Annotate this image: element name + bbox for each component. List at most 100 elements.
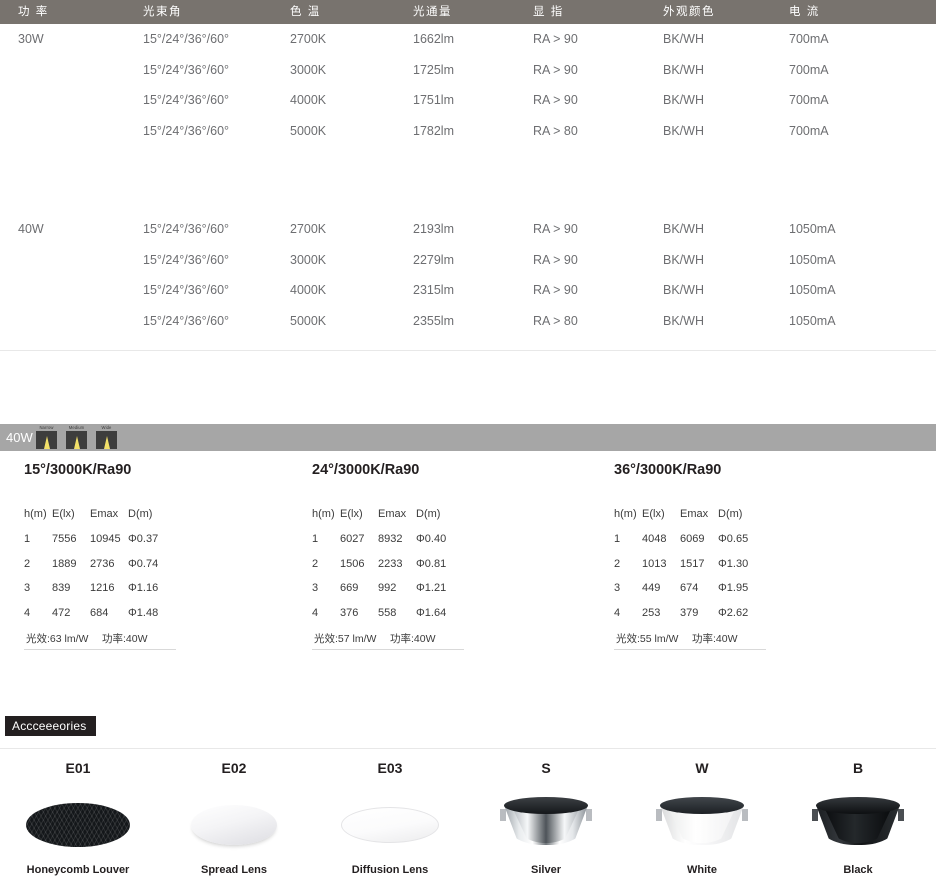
col-d: D(m) bbox=[128, 508, 153, 520]
val-emax: 1517 bbox=[680, 557, 705, 570]
accessory-name: White bbox=[687, 864, 717, 876]
cell-lumen: 2193lm bbox=[413, 222, 454, 236]
efficacy-value: 光效:55 lm/W bbox=[616, 632, 679, 645]
accessory-item-e02[interactable]: E02 Spread Lens bbox=[156, 758, 312, 876]
photometric-footer: 光效:57 lm/W 功率:40W bbox=[312, 631, 464, 650]
cell-cri: RA > 90 bbox=[533, 222, 578, 236]
honeycomb-louver-image bbox=[18, 794, 138, 856]
cell-lumen: 2315lm bbox=[413, 283, 454, 297]
photometric-row: 1 6027 8932 Φ0.40 bbox=[312, 527, 464, 552]
table-row: 15°/24°/36°/60° 5000K 2355lm RA > 80 BK/… bbox=[0, 306, 936, 337]
cell-cct: 5000K bbox=[290, 313, 327, 328]
cell-current: 1050mA bbox=[789, 252, 836, 267]
accessories-divider bbox=[0, 748, 936, 749]
table-row: 15°/24°/36°/60° 4000K 1751lm RA > 90 BK/… bbox=[0, 85, 936, 116]
column-header-cct: 色 温 bbox=[290, 6, 321, 18]
accessory-item-e01[interactable]: E01 Honeycomb Louver bbox=[0, 758, 156, 876]
accessory-item-e03[interactable]: E03 Diffusion Lens bbox=[312, 758, 468, 876]
accessory-name: Diffusion Lens bbox=[351, 864, 429, 876]
wide-beam-glyph bbox=[96, 431, 117, 449]
column-header-power: 功 率 bbox=[18, 6, 49, 18]
val-h: 1 bbox=[24, 532, 31, 545]
spec-table-bottom-divider bbox=[0, 350, 936, 351]
narrow-beam-label: Narrow bbox=[39, 425, 54, 430]
table-row: 30W 15°/24°/36°/60° 2700K 1662lm RA > 90… bbox=[0, 24, 936, 55]
medium-beam-glyph bbox=[66, 431, 87, 449]
cell-color: BK/WH bbox=[663, 222, 704, 236]
val-h: 3 bbox=[312, 582, 319, 595]
accessory-name: Silver bbox=[531, 864, 561, 876]
val-h: 2 bbox=[614, 557, 621, 570]
photometric-title: 36°/3000K/Ra90 bbox=[614, 462, 722, 478]
cell-cct: 3000K bbox=[290, 252, 327, 267]
photometric-footer: 光效:63 lm/W 功率:40W bbox=[24, 631, 176, 650]
photometric-row: 3 839 1216 Φ1.16 bbox=[24, 576, 176, 601]
cell-color: BK/WH bbox=[663, 123, 704, 138]
val-d: Φ1.16 bbox=[128, 582, 159, 595]
photometric-header-row: h(m) E(lx) Emax D(m) bbox=[24, 502, 176, 527]
cell-current: 700mA bbox=[789, 123, 829, 138]
val-d: Φ1.64 bbox=[416, 607, 447, 620]
table-row: 15°/24°/36°/60° 3000K 1725lm RA > 90 BK/… bbox=[0, 55, 936, 86]
val-h: 4 bbox=[312, 607, 319, 620]
column-header-lumen: 光通量 bbox=[413, 6, 452, 18]
photometric-header-row: h(m) E(lx) Emax D(m) bbox=[614, 502, 766, 527]
col-e: E(lx) bbox=[642, 508, 665, 520]
narrow-beam-glyph bbox=[36, 431, 57, 449]
cell-beam-angle: 15°/24°/36°/60° bbox=[143, 283, 230, 297]
photometric-row: 4 376 558 Φ1.64 bbox=[312, 601, 464, 626]
accessory-item-s[interactable]: S Silver bbox=[468, 758, 624, 876]
photometric-block-36deg: 36°/3000K/Ra90 h(m) E(lx) Emax D(m) 1 40… bbox=[614, 462, 766, 650]
col-e: E(lx) bbox=[340, 508, 363, 520]
cell-color: BK/WH bbox=[663, 62, 704, 77]
col-d: D(m) bbox=[718, 508, 743, 520]
val-e: 449 bbox=[642, 582, 661, 595]
white-reflector-image bbox=[642, 794, 762, 856]
cell-cct: 2700K bbox=[290, 32, 327, 46]
val-e: 4048 bbox=[642, 532, 667, 545]
cell-beam-angle: 15°/24°/36°/60° bbox=[143, 222, 230, 236]
cell-color: BK/WH bbox=[663, 32, 704, 46]
power-value: 功率:40W bbox=[390, 632, 436, 645]
beam-icon-group: Narrow Medium Wide bbox=[36, 425, 117, 449]
photometric-row: 4 253 379 Φ2.62 bbox=[614, 601, 766, 626]
col-emax: Emax bbox=[378, 508, 407, 520]
table-row: 15°/24°/36°/60° 3000K 2279lm RA > 90 BK/… bbox=[0, 245, 936, 276]
spec-table-header: 功 率 光束角 色 温 光通量 显 指 外观颜色 电 流 bbox=[0, 0, 936, 24]
val-e: 1013 bbox=[642, 557, 667, 570]
cell-current: 1050mA bbox=[789, 283, 836, 297]
cell-color: BK/WH bbox=[663, 283, 704, 297]
accessory-code: S bbox=[541, 760, 551, 776]
accessory-name: Spread Lens bbox=[200, 864, 268, 876]
col-emax: Emax bbox=[90, 508, 119, 520]
cell-power: 40W bbox=[18, 222, 44, 236]
val-e: 1889 bbox=[52, 557, 77, 570]
val-h: 2 bbox=[24, 557, 31, 570]
wide-beam-label: Wide bbox=[101, 425, 112, 430]
cell-color: BK/WH bbox=[663, 313, 704, 328]
table-row: 15°/24°/36°/60° 4000K 2315lm RA > 90 BK/… bbox=[0, 275, 936, 306]
column-header-color: 外观颜色 bbox=[663, 6, 715, 18]
photometric-row: 3 449 674 Φ1.95 bbox=[614, 576, 766, 601]
val-emax: 1216 bbox=[90, 582, 115, 595]
val-emax: 6069 bbox=[680, 532, 705, 545]
cell-beam-angle: 15°/24°/36°/60° bbox=[143, 93, 230, 107]
val-e: 7556 bbox=[52, 532, 77, 545]
accessory-code: W bbox=[695, 760, 709, 776]
col-d: D(m) bbox=[416, 508, 441, 520]
val-h: 4 bbox=[614, 607, 621, 620]
val-e: 1506 bbox=[340, 557, 365, 570]
cell-lumen: 2355lm bbox=[413, 313, 454, 328]
column-header-beam-angle: 光束角 bbox=[143, 6, 182, 18]
photometric-table: h(m) E(lx) Emax D(m) 1 4048 6069 Φ0.65 2… bbox=[614, 502, 766, 626]
cell-cri: RA > 90 bbox=[533, 252, 578, 267]
accessory-item-w[interactable]: W White bbox=[624, 758, 780, 876]
photometric-row: 4 472 684 Φ1.48 bbox=[24, 601, 176, 626]
photometric-row: 2 1889 2736 Φ0.74 bbox=[24, 552, 176, 577]
cell-lumen: 1662lm bbox=[413, 32, 454, 46]
val-e: 839 bbox=[52, 582, 71, 595]
accessory-item-b[interactable]: B Black bbox=[780, 758, 936, 876]
accessory-name: Black bbox=[843, 864, 873, 876]
val-h: 4 bbox=[24, 607, 31, 620]
photometric-block-24deg: 24°/3000K/Ra90 h(m) E(lx) Emax D(m) 1 60… bbox=[312, 462, 464, 650]
